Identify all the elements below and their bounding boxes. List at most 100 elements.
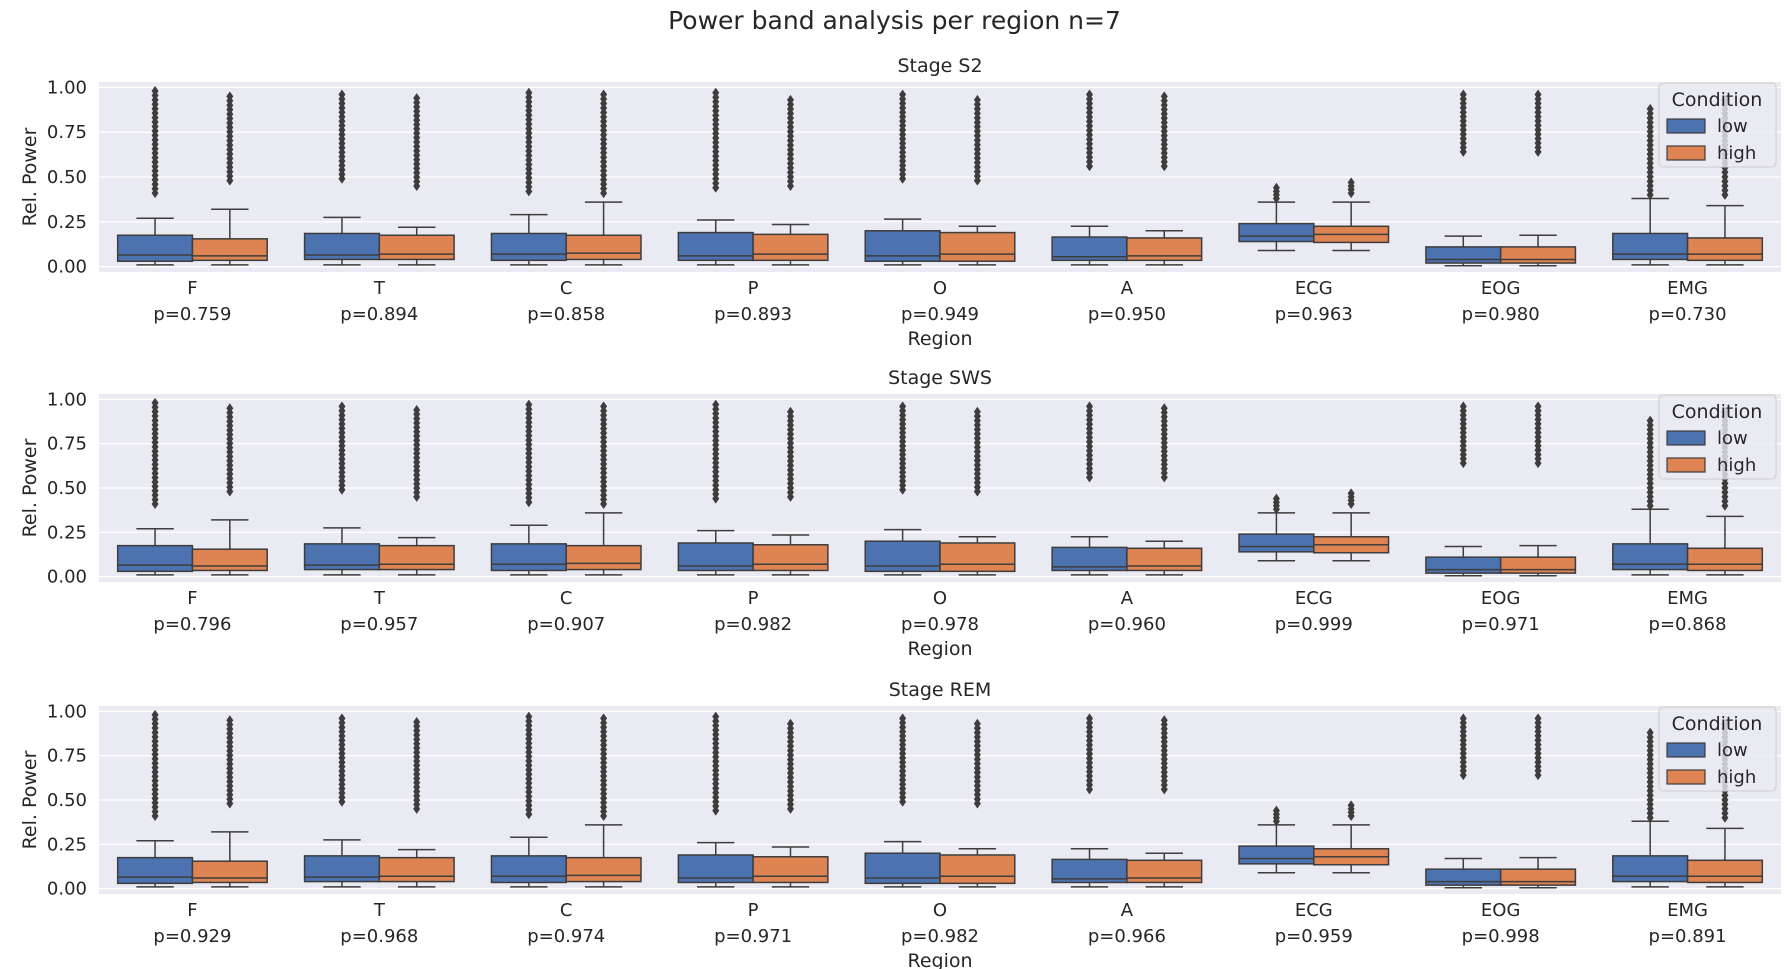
box-body xyxy=(864,852,941,885)
outlier-point xyxy=(226,403,234,414)
p-value-label: p=0.998 xyxy=(1462,926,1540,947)
box-high-F xyxy=(191,91,268,266)
y-tick-label: 0.75 xyxy=(47,434,87,455)
box-body xyxy=(864,230,941,262)
box-low-T xyxy=(303,401,381,576)
box-body xyxy=(565,856,642,883)
p-value-label: p=0.730 xyxy=(1649,304,1727,325)
outlier-point xyxy=(600,401,608,412)
box-low-T xyxy=(303,713,381,888)
box-body xyxy=(1499,246,1577,264)
outlier-point xyxy=(786,718,794,729)
box-body xyxy=(116,234,194,262)
p-value-label: p=0.968 xyxy=(340,926,418,947)
p-value-label: p=0.959 xyxy=(1275,926,1353,947)
x-tick-label: EMG xyxy=(1667,278,1708,299)
outlier-point xyxy=(600,713,608,724)
x-tick-label: F xyxy=(187,900,197,921)
box-body xyxy=(1238,845,1315,865)
box-body xyxy=(1238,222,1315,243)
outlier-point xyxy=(973,406,981,417)
box-high-O xyxy=(939,94,1016,266)
outlier-point xyxy=(525,87,533,98)
box-low-ECG xyxy=(1238,493,1315,562)
p-value-label: p=0.982 xyxy=(901,926,979,947)
p-value-label: p=0.858 xyxy=(527,304,605,325)
box-high-EOG xyxy=(1499,713,1577,889)
x-tick-label: O xyxy=(933,900,947,921)
p-value-label: p=0.982 xyxy=(714,614,792,635)
box-low-O xyxy=(864,89,941,266)
box-low-EOG xyxy=(1425,89,1502,267)
box-high-P xyxy=(752,94,829,266)
legend: Condition low high xyxy=(1658,706,1777,792)
box-high-F xyxy=(191,715,268,888)
y-axis-label: Rel. Power xyxy=(19,438,41,537)
box-low-EMG xyxy=(1612,103,1689,266)
p-value-label: p=0.971 xyxy=(714,926,792,947)
box-low-EOG xyxy=(1425,401,1502,577)
legend-title: Condition xyxy=(1672,713,1763,735)
box-high-A xyxy=(1126,715,1203,888)
box-low-A xyxy=(1051,89,1128,266)
x-tick-label: ECG xyxy=(1295,900,1333,921)
outlier-point xyxy=(1534,401,1542,412)
box-body xyxy=(1126,859,1203,884)
outlier-point xyxy=(1160,91,1168,102)
box-body xyxy=(864,540,941,573)
legend-entry: low xyxy=(1717,740,1748,761)
y-tick-label: 0.25 xyxy=(47,834,87,855)
box-body xyxy=(1612,543,1689,571)
legend-entry: high xyxy=(1717,143,1756,164)
p-value-label: p=0.999 xyxy=(1275,614,1353,635)
box-low-F xyxy=(116,709,194,888)
x-axis-label: Region xyxy=(907,328,972,350)
box-low-EMG xyxy=(1612,727,1689,888)
box-body xyxy=(490,855,567,884)
outlier-point xyxy=(1347,177,1355,188)
box-body xyxy=(752,856,829,884)
outlier-point xyxy=(151,709,159,720)
box-low-EOG xyxy=(1425,713,1502,889)
outlier-point xyxy=(786,94,794,105)
outlier-point xyxy=(1086,713,1094,724)
outlier-point xyxy=(1160,715,1168,726)
x-tick-label: EOG xyxy=(1481,278,1521,299)
outlier-point xyxy=(1086,89,1094,100)
box-high-ECG xyxy=(1313,800,1390,874)
box-body xyxy=(1612,232,1689,261)
y-axis-label: Rel. Power xyxy=(19,750,41,849)
box-body xyxy=(1126,237,1203,262)
box-high-F xyxy=(191,403,268,576)
p-value-label: p=0.907 xyxy=(527,614,605,635)
box-low-O xyxy=(864,401,941,576)
x-tick-label: EMG xyxy=(1667,900,1708,921)
box-low-O xyxy=(864,713,941,888)
legend-swatch xyxy=(1666,430,1706,446)
outlier-point xyxy=(226,91,234,102)
p-value-label: p=0.949 xyxy=(901,304,979,325)
box-high-O xyxy=(939,718,1016,888)
x-tick-label: ECG xyxy=(1295,278,1333,299)
box-body xyxy=(1238,533,1315,553)
box-low-F xyxy=(116,397,194,576)
p-value-label: p=0.759 xyxy=(153,304,231,325)
y-tick-label: 0.50 xyxy=(47,478,87,499)
outlier-point xyxy=(1459,401,1467,412)
outlier-point xyxy=(226,715,234,726)
y-tick-label: 0.75 xyxy=(47,746,87,767)
outlier-point xyxy=(338,401,346,412)
p-value-label: p=0.980 xyxy=(1462,304,1540,325)
box-high-T xyxy=(378,93,455,266)
figure-title: Power band analysis per region n=7 xyxy=(668,6,1121,35)
p-value-label: p=0.929 xyxy=(153,926,231,947)
y-tick-label: 0.25 xyxy=(47,522,87,543)
x-tick-label: A xyxy=(1121,588,1134,609)
box-high-C xyxy=(565,713,642,888)
subplot-stage-0: 0.00 0.25 0.50 0.75 1.00 Stage S2 Rel. Power Re… xyxy=(19,55,1781,350)
p-value-label: p=0.966 xyxy=(1088,926,1166,947)
box-body xyxy=(752,544,829,572)
box-high-ECG xyxy=(1313,177,1390,252)
outlier-point xyxy=(413,404,421,415)
